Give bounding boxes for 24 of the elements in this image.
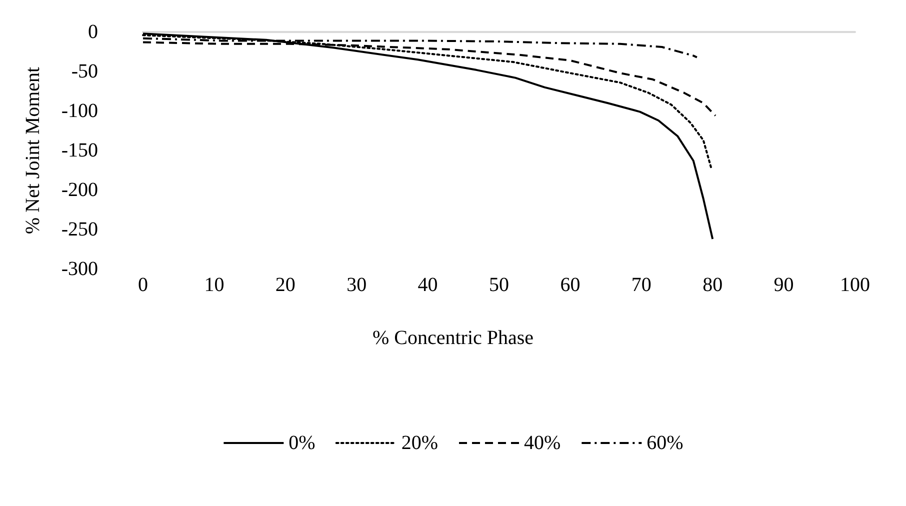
x-tick-label: 70 [631,274,652,296]
x-tick-label: 40 [418,274,438,296]
y-tick-label: -50 [71,60,98,82]
legend-label: 0% [288,432,316,454]
x-tick-label: 80 [702,274,723,296]
x-tick-label: 100 [840,274,870,296]
y-axis-title: % Net Joint Moment [22,66,44,234]
x-tick-label: 30 [346,274,367,296]
x-tick-label: 90 [774,274,794,296]
y-tick-label: -200 [61,179,98,201]
y-tick-label: -250 [61,218,98,240]
y-tick-label: -150 [61,140,98,162]
x-tick-label: 20 [275,274,296,296]
y-tick-label: -100 [61,100,98,122]
y-tick-label: 0 [88,21,98,43]
x-tick-label: 0 [138,274,148,296]
y-tick-label: -300 [61,258,98,280]
x-axis-title: % Concentric Phase [372,327,534,349]
x-tick-label: 10 [204,274,224,296]
legend-label: 20% [401,432,438,454]
x-tick-label: 50 [489,274,509,296]
x-tick-label: 60 [560,274,580,296]
legend-label: 60% [646,432,684,454]
legend-label: 40% [524,432,561,454]
